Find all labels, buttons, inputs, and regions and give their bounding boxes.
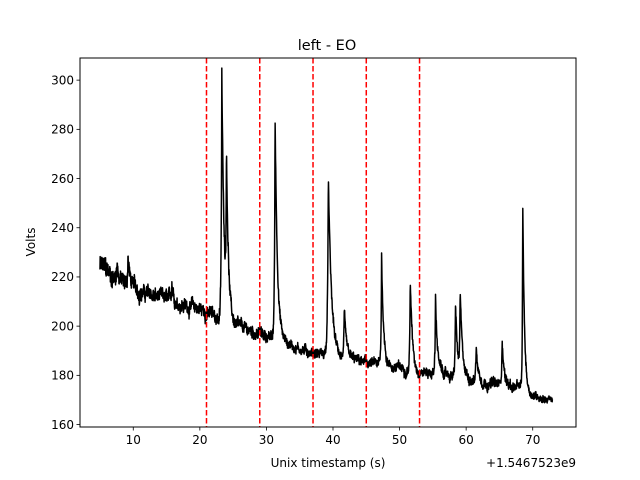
x-tick-label: 60 xyxy=(459,433,474,447)
x-axis-label: Unix timestamp (s) xyxy=(271,456,386,470)
x-tick-label: 70 xyxy=(525,433,540,447)
x-tick-label: 20 xyxy=(192,433,207,447)
y-tick-label: 240 xyxy=(51,221,74,235)
x-tick-label: 10 xyxy=(126,433,141,447)
x-tick-label: 30 xyxy=(259,433,274,447)
x-axis-offset-label: +1.5467523e9 xyxy=(486,456,576,470)
y-tick-label: 300 xyxy=(51,73,74,87)
y-tick-label: 160 xyxy=(51,418,74,432)
y-axis: 160 180 200 220 240 260 280 300 xyxy=(51,73,80,432)
y-tick-label: 280 xyxy=(51,123,74,137)
x-tick-label: 40 xyxy=(325,433,340,447)
chart-title: left - EO xyxy=(298,38,357,54)
y-tick-label: 220 xyxy=(51,270,74,284)
y-tick-label: 200 xyxy=(51,319,74,333)
x-axis: 10 20 30 40 50 60 70 xyxy=(126,427,540,447)
y-tick-label: 180 xyxy=(51,369,74,383)
series-line xyxy=(99,67,554,404)
plot-area-frame xyxy=(79,57,577,428)
y-axis-label: Volts xyxy=(24,228,38,257)
y-tick-label: 260 xyxy=(51,172,74,186)
x-tick-label: 50 xyxy=(392,433,407,447)
